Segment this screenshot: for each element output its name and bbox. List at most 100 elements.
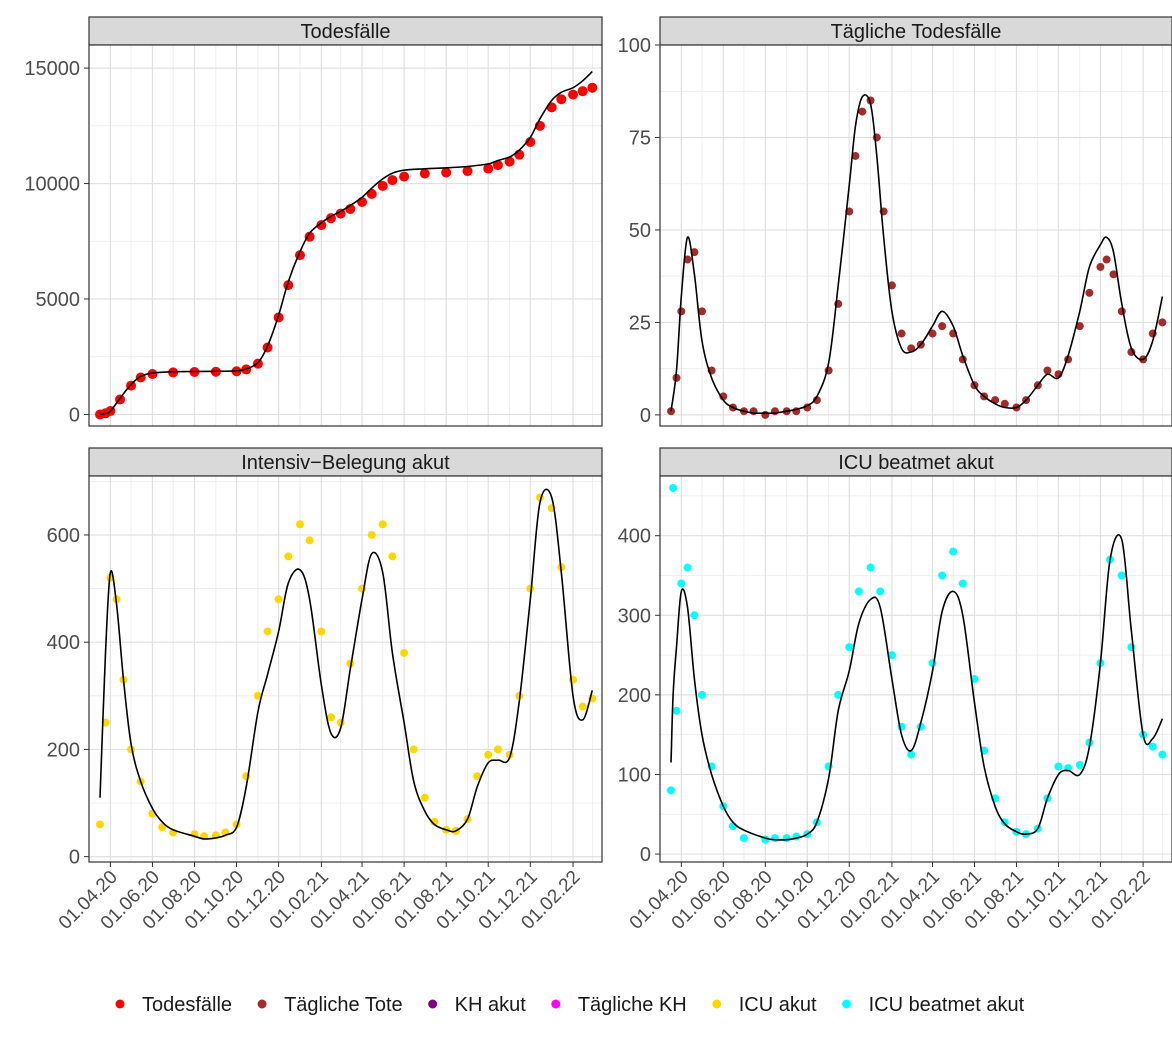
legend-label: Tägliche KH (578, 994, 687, 1016)
panel-4: ICU beatmet akut010020030040001.04.2001.… (618, 447, 1172, 934)
data-point (253, 691, 262, 700)
data-point (677, 307, 686, 316)
data-point (851, 151, 860, 160)
legend-label: ICU beatmet akut (869, 994, 1025, 1016)
data-point (483, 163, 494, 174)
legend-item: Tägliche KH (551, 994, 687, 1016)
legend-label: ICU akut (739, 994, 817, 1016)
data-point (399, 171, 410, 182)
data-point (1148, 742, 1157, 751)
panel-strip (659, 447, 1172, 477)
legend-key (257, 999, 267, 1009)
y-tick-label: 5000 (36, 289, 81, 311)
legend-key (551, 999, 561, 1009)
data-point (388, 552, 397, 561)
data-point (803, 403, 812, 412)
legend-item: Tägliche Tote (257, 994, 403, 1016)
trend-line (99, 488, 594, 840)
data-point (1075, 322, 1084, 331)
trend-line (99, 71, 593, 416)
data-point (672, 706, 681, 715)
data-point (887, 651, 896, 660)
panel-strip (88, 16, 603, 46)
data-point (958, 579, 967, 588)
gridlines (659, 44, 1172, 426)
data-point (158, 823, 167, 832)
data-point (1085, 288, 1094, 297)
legend-item: ICU akut (712, 994, 817, 1016)
data-point (295, 520, 304, 529)
panel-1: Todesfälle 0 5000 10000 15000 (24, 16, 603, 427)
legend-item: KH akut (428, 994, 526, 1016)
legend-label: KH akut (455, 994, 527, 1016)
plot-background (89, 476, 602, 862)
data-point (897, 329, 906, 338)
series-points (95, 82, 598, 420)
data-point (907, 344, 916, 353)
panel-title: ICU beatmet akut (838, 452, 994, 474)
data-point (400, 648, 409, 657)
data-point (1075, 760, 1084, 769)
legend-key (115, 999, 125, 1009)
data-point (305, 536, 314, 545)
data-point (1158, 318, 1167, 327)
panel-border (659, 475, 1172, 863)
gridlines (88, 45, 602, 426)
gridlines (88, 476, 602, 862)
data-point (504, 156, 515, 167)
data-point (1054, 762, 1063, 771)
legend-key (712, 999, 722, 1009)
data-point (284, 552, 293, 561)
data-point (1117, 571, 1126, 580)
data-point (409, 745, 418, 754)
data-point (462, 166, 473, 177)
plot-background (660, 45, 1172, 426)
data-point (274, 595, 283, 604)
y-tick-label: 25 (629, 312, 651, 334)
data-point (556, 94, 567, 105)
plot-background (660, 476, 1172, 862)
data-point (357, 197, 368, 208)
data-point (317, 627, 326, 636)
panel-3: Intensiv−Belegung akut020040060001.04.20… (47, 447, 603, 934)
data-point (690, 611, 699, 620)
data-point (938, 571, 947, 580)
data-point (367, 530, 376, 539)
y-tick-label: 600 (47, 525, 80, 547)
data-point (147, 369, 158, 380)
data-point (1000, 399, 1009, 408)
data-point (263, 627, 272, 636)
y-tick-label: 0 (69, 847, 80, 869)
data-point (677, 579, 686, 588)
panel-border (88, 475, 603, 863)
data-point (578, 702, 587, 711)
data-point (587, 82, 598, 93)
panel-strip (88, 447, 603, 477)
data-point (546, 102, 557, 113)
data-point (683, 255, 692, 264)
data-point (378, 520, 387, 529)
y-tick-label: 100 (618, 35, 651, 57)
data-point (1096, 262, 1105, 271)
data-point (419, 168, 430, 179)
data-point (949, 547, 958, 556)
data-point (854, 587, 863, 596)
plot-background (89, 45, 602, 426)
y-tick-label: 0 (69, 404, 80, 426)
data-point (96, 820, 105, 829)
panel-border (659, 44, 1172, 427)
y-tick-label: 100 (618, 764, 651, 786)
data-point (335, 208, 346, 219)
data-point (782, 834, 791, 843)
y-tick-label: 300 (618, 605, 651, 627)
data-point (387, 175, 398, 186)
data-point (834, 690, 843, 699)
data-point (866, 563, 875, 572)
data-point (739, 834, 748, 843)
data-point (441, 167, 452, 178)
data-point (669, 483, 678, 492)
y-tick-label: 400 (618, 526, 651, 548)
legend-label: Todesfälle (142, 994, 232, 1016)
